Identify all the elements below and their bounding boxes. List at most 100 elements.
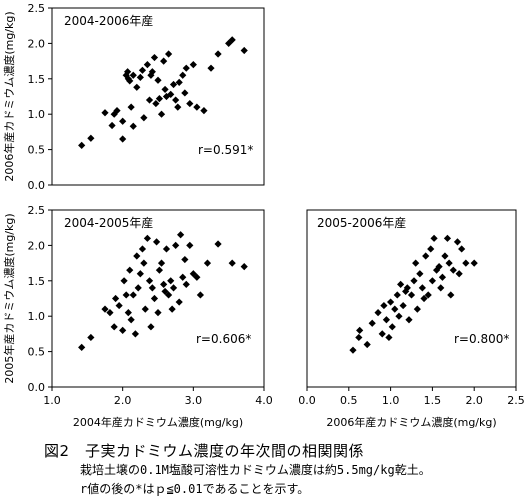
data-point xyxy=(160,57,168,65)
x-tick-label: 2.5 xyxy=(507,394,525,407)
data-point xyxy=(150,53,159,62)
data-point xyxy=(148,68,156,76)
scatter-panel-2005-2006: 0.0 0.5 1.0 1.5 2.0 2.5 2005-2006年産 r=0.800* 200… xyxy=(298,209,525,429)
data-point xyxy=(152,238,161,246)
caption-note-significance: r値の後の*はｐ≦0.01であることを示す。 xyxy=(80,482,310,496)
data-point xyxy=(124,309,132,317)
data-point xyxy=(418,284,426,292)
data-point xyxy=(122,291,130,299)
y-tick-label: 2.5 xyxy=(28,2,46,15)
data-point xyxy=(154,309,162,317)
data-point xyxy=(430,234,438,242)
data-point xyxy=(167,277,175,285)
data-point xyxy=(172,241,180,249)
data-point xyxy=(177,231,185,239)
x-tick-label: 1.0 xyxy=(43,394,61,407)
data-point xyxy=(78,343,86,351)
y-tick-label: 1.0 xyxy=(28,108,46,121)
data-point xyxy=(405,316,413,324)
caption-note-soil: 栽培土壌の0.1M塩酸可溶性カドミウム濃度は約5.5mg/kg乾土。 xyxy=(80,463,431,477)
data-point xyxy=(427,245,435,253)
data-point xyxy=(155,266,164,274)
data-point xyxy=(101,109,109,117)
data-point xyxy=(399,301,407,310)
data-point xyxy=(397,280,405,288)
data-point xyxy=(113,107,121,115)
data-point xyxy=(162,92,171,101)
data-point xyxy=(175,298,183,306)
data-point xyxy=(112,294,120,303)
data-point xyxy=(181,255,189,264)
data-point xyxy=(413,305,421,313)
x-tick-label: 1.0 xyxy=(382,394,400,407)
data-point xyxy=(106,309,114,317)
data-point xyxy=(141,305,149,313)
data-point xyxy=(203,259,212,267)
y-tick-label: 0.0 xyxy=(28,179,46,192)
data-point xyxy=(155,95,164,103)
data-point xyxy=(189,270,197,278)
data-point xyxy=(422,252,430,260)
data-point xyxy=(140,114,148,122)
figure-svg: 0.0 0.5 1.0 1.5 2.0 2.5 2004-2006年産 r=0.591* 200… xyxy=(2,2,525,429)
data-point xyxy=(402,287,410,296)
data-point xyxy=(181,89,189,97)
data-point xyxy=(127,103,135,111)
data-point xyxy=(129,291,137,299)
data-point xyxy=(168,305,176,313)
data-point xyxy=(395,312,403,320)
data-point xyxy=(458,245,466,253)
data-point xyxy=(435,263,443,271)
data-point xyxy=(143,61,151,69)
data-point xyxy=(126,266,134,274)
data-point xyxy=(162,245,171,253)
x-tick-label: 2.0 xyxy=(114,394,132,407)
panel-title: 2004-2006年産 xyxy=(64,13,153,28)
data-point xyxy=(134,284,142,292)
scatter-panel-2004-2005: 0.0 0.5 1.0 1.5 2.0 2.5 1.0 2.0 3.0 4.0 2004-2005年… xyxy=(2,204,273,429)
data-point xyxy=(228,36,236,44)
y-tick-label: 2.0 xyxy=(28,37,46,50)
data-point xyxy=(175,78,183,86)
data-point xyxy=(393,291,401,299)
data-point xyxy=(87,134,95,142)
data-point xyxy=(136,270,144,278)
data-point xyxy=(169,284,178,292)
data-point xyxy=(455,270,463,278)
plot-frame xyxy=(51,209,265,388)
plot-frame xyxy=(51,7,265,186)
data-point xyxy=(138,245,147,253)
y-tick-label: 0.5 xyxy=(28,144,46,157)
data-point xyxy=(119,117,127,125)
data-point xyxy=(140,259,148,267)
data-point xyxy=(189,61,197,69)
data-point xyxy=(441,252,449,260)
data-point xyxy=(115,301,123,310)
data-point xyxy=(165,50,173,58)
x-tick-label: 2.0 xyxy=(465,394,483,407)
data-point xyxy=(196,291,204,299)
data-point xyxy=(133,83,141,91)
data-point xyxy=(228,259,236,267)
data-point xyxy=(154,76,162,84)
x-tick-label: 0.0 xyxy=(298,394,316,407)
data-point xyxy=(150,294,159,303)
data-point xyxy=(407,291,416,299)
data-point xyxy=(129,71,137,79)
data-point xyxy=(447,291,455,299)
data-point xyxy=(119,326,127,334)
data-point xyxy=(101,305,109,313)
data-point xyxy=(182,64,190,72)
data-point xyxy=(147,323,155,331)
data-point xyxy=(363,340,371,349)
data-point xyxy=(157,259,166,267)
data-point xyxy=(380,301,388,310)
data-point xyxy=(387,298,395,306)
data-point xyxy=(214,240,222,248)
data-point xyxy=(388,323,396,331)
y-axis-label: 2005年産カドミウム濃度(mg/kg) xyxy=(2,213,16,383)
figure-caption: 図2 子実カドミウム濃度の年次間の相関関係 xyxy=(44,442,365,460)
data-point xyxy=(182,280,190,288)
data-point xyxy=(119,135,127,143)
data-point xyxy=(131,330,139,338)
